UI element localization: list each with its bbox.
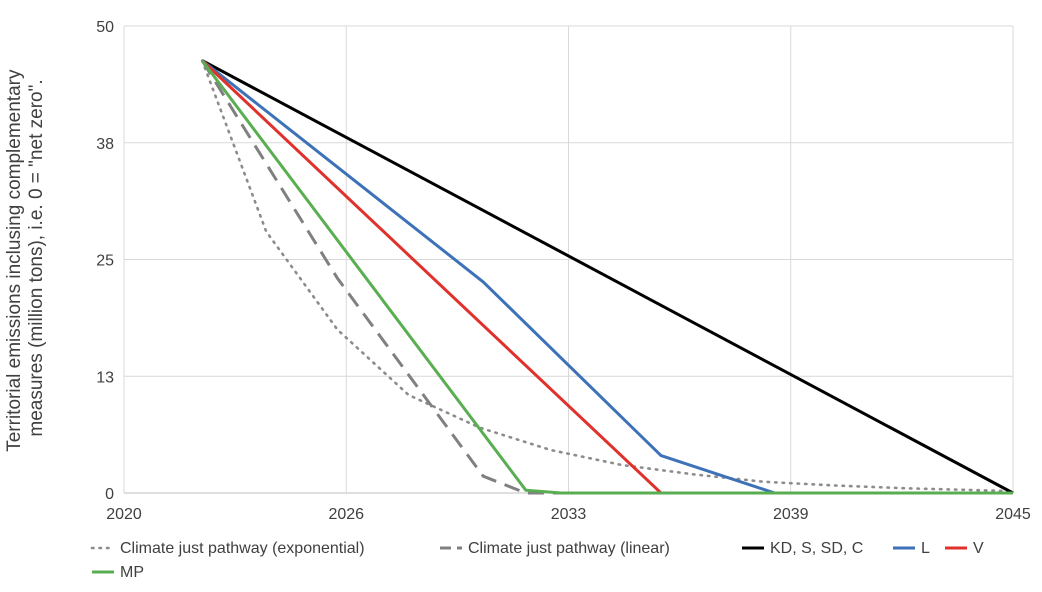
series-line	[201, 59, 1013, 495]
y-tick-label: 0	[105, 486, 114, 503]
series-layer	[200, 59, 1015, 495]
legend-label: Climate just pathway (linear)	[468, 540, 670, 557]
x-tick-label: 2026	[328, 506, 364, 523]
y-tick-label: 50	[96, 19, 114, 36]
series-line	[201, 59, 1014, 495]
y-tick-label: 38	[96, 136, 114, 153]
legend-label: MP	[120, 564, 144, 581]
legend: Climate just pathway (exponential) Climat…	[90, 540, 984, 581]
y-axis-ticks: 0 13 25 38 50	[96, 19, 114, 503]
y-axis-title: Territorial emissions inclusing compleme…	[4, 64, 47, 452]
y-axis-title-line-2: measures (million tons), i.e. 0 = "net z…	[26, 79, 47, 436]
legend-label: KD, S, SD, C	[770, 540, 863, 557]
grid-lines	[123, 25, 1014, 494]
legend-label: L	[921, 540, 930, 557]
x-tick-label: 2033	[551, 506, 587, 523]
x-tick-label: 2039	[773, 506, 809, 523]
x-tick-label: 2045	[995, 506, 1031, 523]
x-tick-label: 2020	[106, 506, 142, 523]
legend-label: Climate just pathway (exponential)	[120, 540, 365, 557]
legend-label: V	[973, 540, 984, 557]
y-axis-title-line-1: Territorial emissions inclusing compleme…	[4, 69, 25, 452]
x-axis-ticks: 2020 2026 2033 2039 2045	[106, 506, 1031, 523]
y-tick-label: 13	[96, 369, 114, 386]
y-tick-label: 25	[96, 253, 114, 270]
